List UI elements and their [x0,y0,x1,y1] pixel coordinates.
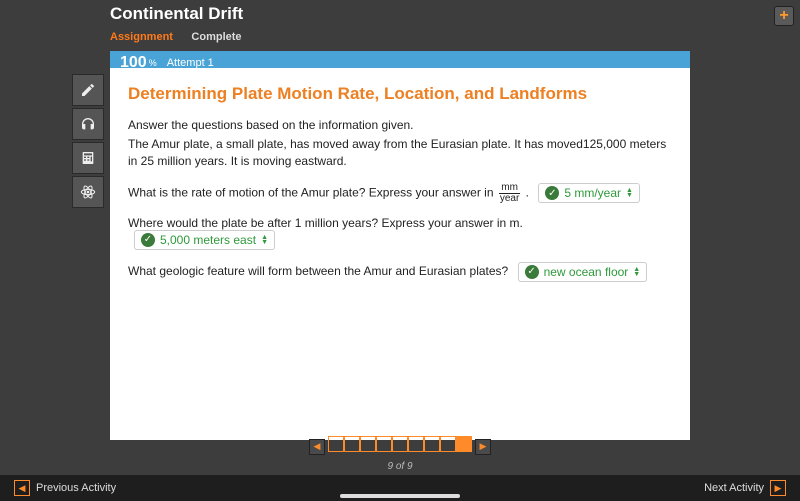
check-icon: ✓ [545,186,559,200]
chevron-left-icon: ◀ [14,480,30,496]
fraction-denominator: year [499,194,520,204]
content-panel: Determining Plate Motion Rate, Location,… [110,68,690,440]
header: Continental Drift Assignment Complete [0,0,800,45]
q2-text: Where would the plate be after 1 million… [128,216,523,230]
page-box-9[interactable] [456,436,472,452]
home-indicator [340,494,460,498]
stepper-icon: ▲▼ [626,188,633,198]
q1-text-post: . [526,185,529,199]
stepper-icon: ▲▼ [633,267,640,277]
audio-tool[interactable] [72,108,104,140]
atom-tool[interactable] [72,176,104,208]
add-button[interactable]: + [774,6,794,26]
answer-2-value: 5,000 meters east [160,233,256,247]
q3-text: What geologic feature will form between … [128,264,508,278]
check-icon: ✓ [525,265,539,279]
question-3: What geologic feature will form between … [128,262,672,282]
previous-activity-button[interactable]: ◀ Previous Activity [8,480,116,496]
fraction-unit: mm year [499,183,520,204]
tool-sidebar [72,74,104,210]
page-box-2[interactable] [344,436,360,452]
intro-text: Answer the questions based on the inform… [128,118,672,132]
subheader: Assignment Complete [110,27,800,45]
page-box-1[interactable] [328,436,344,452]
context-paragraph: The Amur plate, a small plate, has moved… [128,136,672,171]
q1-text-pre: What is the rate of motion of the Amur p… [128,185,497,199]
page-box-7[interactable] [424,436,440,452]
page-count-label: 9 of 9 [0,461,800,472]
answer-dropdown-3[interactable]: ✓ new ocean floor ▲▼ [518,262,648,282]
calculator-tool[interactable] [72,142,104,174]
answer-dropdown-2[interactable]: ✓ 5,000 meters east ▲▼ [134,230,275,250]
calculator-icon [80,150,96,166]
page-box-4[interactable] [376,436,392,452]
assignment-status: Complete [191,31,241,43]
stepper-icon: ▲▼ [261,235,268,245]
assignment-label: Assignment [110,31,173,43]
headphones-icon [80,116,96,132]
pager-controls: ◀ ▶ [309,436,491,457]
page-box-5[interactable] [392,436,408,452]
next-label: Next Activity [704,482,764,494]
page-box-8[interactable] [440,436,456,452]
page-box-6[interactable] [408,436,424,452]
question-title: Determining Plate Motion Rate, Location,… [128,84,672,104]
prev-label: Previous Activity [36,482,116,494]
page-title: Continental Drift [110,4,800,24]
answer-3-value: new ocean floor [544,265,629,279]
next-activity-button[interactable]: Next Activity ▶ [704,480,792,496]
atom-icon [80,184,96,200]
question-1: What is the rate of motion of the Amur p… [128,183,672,204]
answer-dropdown-1[interactable]: ✓ 5 mm/year ▲▼ [538,183,640,203]
question-2: Where would the plate be after 1 million… [128,216,672,250]
pager-prev-button[interactable]: ◀ [309,439,325,455]
score-percent-suffix: % [149,58,157,68]
answer-1-value: 5 mm/year [564,186,621,200]
page-box-3[interactable] [360,436,376,452]
pencil-icon [80,82,96,98]
chevron-right-icon: ▶ [770,480,786,496]
check-icon: ✓ [141,233,155,247]
pager-next-button[interactable]: ▶ [475,439,491,455]
pager: ◀ ▶ 9 of 9 [0,436,800,472]
pencil-tool[interactable] [72,74,104,106]
